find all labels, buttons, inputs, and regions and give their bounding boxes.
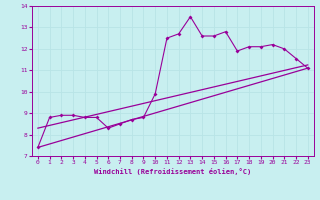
X-axis label: Windchill (Refroidissement éolien,°C): Windchill (Refroidissement éolien,°C) — [94, 168, 252, 175]
